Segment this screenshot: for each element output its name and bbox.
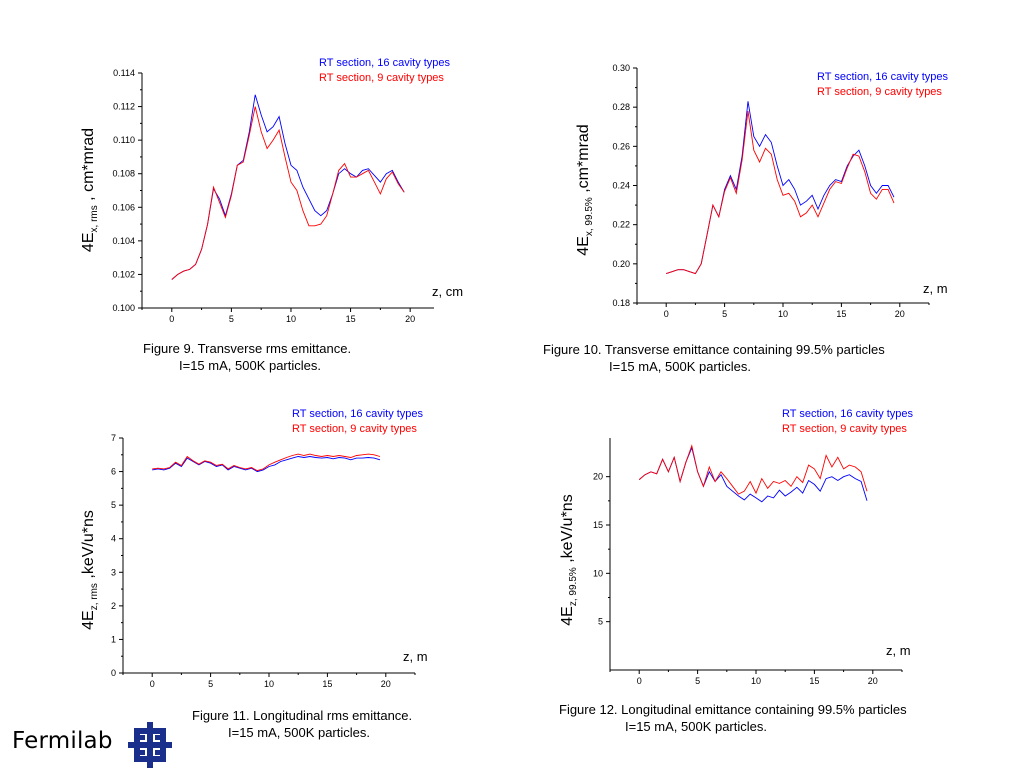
x-tick-label: 0	[637, 676, 642, 686]
legend-entry: RT section, 16 cavity types	[292, 408, 424, 420]
caption-line-1: Figure 10. Transverse emittance containi…	[543, 342, 885, 357]
x-tick-label: 15	[836, 309, 846, 319]
x-tick-label: 5	[695, 676, 700, 686]
chart-longitudinal-99-5: 4Ez, 99.5% ,keV/u*ns 5 10 15 20 0 5 10 15 20 RT s…	[559, 408, 914, 686]
x-tick-label: 20	[895, 309, 905, 319]
chart-transverse-rms: 4Ex, rms , cm*mrad 0.100 0.102 0.104 0.106 0…	[80, 57, 463, 324]
caption-line-2: I=15 mA, 500K particles.	[625, 719, 767, 734]
y-tick-label: 0.24	[612, 181, 630, 191]
y-tick-label: 2	[111, 601, 116, 611]
y-axis-label: 4Ex, 99.5% ,cm*mrad	[575, 124, 595, 255]
x-tick-label: 0	[664, 309, 669, 319]
legend-entry: RT section, 16 cavity types	[817, 71, 949, 83]
fermilab-logo-icon	[128, 722, 172, 768]
series-line-9-cavity	[152, 453, 381, 472]
series-line-9-cavity	[666, 111, 895, 275]
y-tick-label: 0.110	[113, 135, 135, 145]
legend-entry: RT section, 9 cavity types	[319, 72, 444, 84]
y-tick-label: 0.104	[112, 236, 135, 246]
y-tick-label: 0.22	[612, 220, 630, 230]
y-tick-label: 4	[111, 534, 116, 544]
legend-entry: RT section, 9 cavity types	[817, 86, 942, 98]
x-tick-label: 15	[346, 314, 356, 324]
y-tick-label: 0.114	[113, 68, 135, 78]
series-line-16-cavity	[171, 94, 405, 280]
caption-line-2: I=15 mA, 500K particles.	[179, 358, 321, 373]
y-tick-label: 0.100	[112, 303, 135, 313]
chart-longitudinal-rms: 4Ez, rms ,keV/u*ns 0 1 2 3 4 5 6 7 0 5 10 15 20 RT se…	[80, 408, 428, 689]
y-tick-label: 10	[593, 568, 603, 578]
y-axis-label: 4Ez, 99.5% ,keV/u*ns	[559, 494, 579, 625]
legend-entry: RT section, 9 cavity types	[292, 423, 417, 435]
y-tick-label: 0.28	[612, 102, 630, 112]
x-axis-label: z, m	[886, 643, 911, 658]
series-line-16-cavity	[638, 446, 868, 503]
chart-transverse-99-5: 4Ex, 99.5% ,cm*mrad 0.18 0.20 0.22 0.24 0.26…	[575, 63, 949, 319]
y-tick-label: 5	[598, 617, 603, 627]
y-axis-label: 4Ez, rms ,keV/u*ns	[80, 510, 100, 630]
y-tick-label: 0.30	[612, 63, 630, 73]
x-tick-label: 20	[868, 676, 878, 686]
y-axis-label: 4Ex, rms , cm*mrad	[80, 128, 100, 252]
y-tick-label: 0.108	[112, 169, 135, 179]
x-tick-label: 15	[322, 679, 332, 689]
x-tick-label: 10	[751, 676, 761, 686]
caption-line-2: I=15 mA, 500K particles.	[609, 359, 751, 374]
x-axis-label: z, m	[923, 281, 948, 296]
x-tick-label: 20	[405, 314, 415, 324]
x-tick-label: 5	[229, 314, 234, 324]
y-tick-label: 0.26	[612, 141, 630, 151]
x-tick-label: 5	[722, 309, 727, 319]
x-tick-label: 10	[286, 314, 296, 324]
y-tick-label: 5	[111, 500, 116, 510]
figure-11-caption: Figure 11. Longitudinal rms emittance. I…	[192, 707, 412, 741]
caption-line-1: Figure 11. Longitudinal rms emittance.	[192, 708, 413, 723]
x-tick-label: 10	[264, 679, 274, 689]
series-line-9-cavity	[638, 444, 868, 495]
y-tick-label: 7	[111, 433, 116, 443]
x-tick-label: 5	[208, 679, 213, 689]
caption-line-2: I=15 mA, 500K particles.	[228, 725, 370, 740]
fermilab-logo-text: Fermilab	[12, 728, 113, 754]
caption-line-1: Figure 12. Longitudinal emittance contai…	[559, 702, 907, 717]
x-axis-label: z, m	[403, 649, 428, 664]
series-line-16-cavity	[152, 456, 381, 473]
y-tick-label: 0	[111, 668, 116, 678]
y-tick-label: 1	[111, 634, 116, 644]
figure-9-caption: Figure 9. Transverse rms emittance. I=15…	[143, 340, 351, 374]
x-tick-label: 10	[778, 309, 788, 319]
x-axis-label: z, cm	[432, 284, 463, 299]
caption-line-1: Figure 9. Transverse rms emittance.	[143, 341, 352, 356]
series-line-9-cavity	[171, 106, 405, 280]
x-tick-label: 20	[381, 679, 391, 689]
y-tick-label: 0.112	[113, 102, 135, 112]
y-tick-label: 6	[111, 467, 116, 477]
y-tick-label: 0.18	[612, 298, 630, 308]
x-tick-label: 15	[809, 676, 819, 686]
x-tick-label: 0	[150, 679, 155, 689]
y-tick-label: 0.20	[612, 259, 630, 269]
legend-entry: RT section, 16 cavity types	[319, 57, 451, 69]
figure-10-caption: Figure 10. Transverse emittance containi…	[543, 341, 885, 375]
figure-12-caption: Figure 12. Longitudinal emittance contai…	[559, 701, 907, 735]
y-tick-label: 0.106	[112, 202, 135, 212]
y-tick-label: 3	[111, 567, 116, 577]
legend-entry: RT section, 16 cavity types	[782, 408, 914, 420]
y-tick-label: 15	[593, 520, 603, 530]
y-tick-label: 20	[593, 472, 603, 482]
y-tick-label: 0.102	[112, 269, 135, 279]
legend-entry: RT section, 9 cavity types	[782, 423, 907, 435]
x-tick-label: 0	[169, 314, 174, 324]
